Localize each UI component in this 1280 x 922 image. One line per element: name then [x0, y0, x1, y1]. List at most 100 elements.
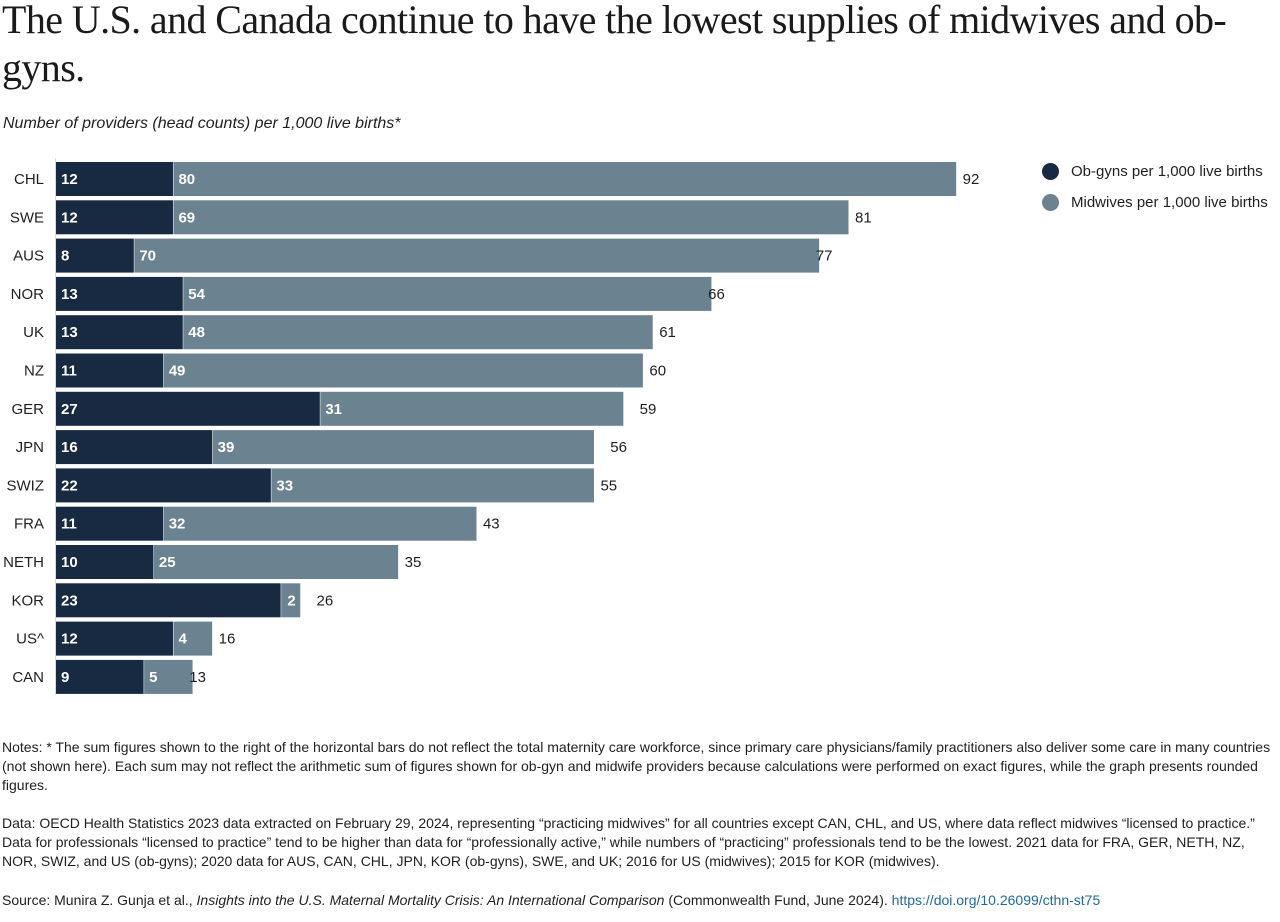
obgyn-value-label-can: 9 — [61, 669, 69, 686]
obgyn-bar-swiz — [56, 468, 271, 503]
category-label-us: US^ — [16, 631, 44, 648]
category-label-chl: CHL — [14, 171, 44, 188]
midwife-value-label-aus: 70 — [139, 248, 156, 265]
obgyn-value-label-swiz: 22 — [61, 477, 78, 494]
source-suffix: (Commonwealth Fund, June 2024). — [664, 892, 892, 908]
obgyn-value-label-aus: 8 — [61, 248, 69, 265]
midwife-value-label-uk: 48 — [188, 324, 205, 341]
category-label-fra: FRA — [14, 516, 44, 533]
obgyn-value-label-fra: 11 — [61, 516, 77, 533]
obgyn-bar-chl — [56, 162, 173, 196]
source-text: Source: Munira Z. Gunja et al., Insights… — [2, 891, 1274, 910]
obgyn-value-label-nz: 11 — [61, 363, 77, 380]
chart-title: The U.S. and Canada continue to have the… — [2, 0, 1227, 90]
midwife-value-label-chl: 80 — [178, 171, 195, 188]
midwife-value-label-swiz: 33 — [276, 477, 293, 494]
midwife-bar-nz — [163, 353, 643, 388]
midwife-bar-aus — [134, 238, 820, 273]
obgyn-bar-ger — [56, 391, 320, 426]
obgyn-value-label-jpn: 16 — [61, 439, 78, 456]
total-label-aus: 77 — [816, 248, 833, 265]
midwife-bar-ger — [320, 391, 624, 426]
midwife-bar-kor — [281, 583, 301, 618]
obgyn-value-label-ger: 27 — [61, 401, 78, 418]
obgyn-bar-jpn — [56, 430, 213, 465]
midwife-value-label-nz: 49 — [169, 363, 186, 380]
obgyn-bar-fra — [56, 506, 164, 541]
source-prefix: Source: Munira Z. Gunja et al., — [2, 892, 197, 908]
midwife-bar-chl — [173, 162, 957, 196]
midwife-value-label-neth: 25 — [159, 554, 176, 571]
total-label-nz: 60 — [649, 363, 666, 380]
obgyn-value-label-us: 12 — [61, 631, 78, 648]
category-label-swe: SWE — [10, 209, 44, 226]
legend: Ob-gyns per 1,000 live births Midwives p… — [1042, 156, 1268, 218]
obgyn-value-label-kor: 23 — [61, 592, 78, 609]
total-label-uk: 61 — [659, 324, 676, 341]
midwife-value-label-kor: 2 — [287, 592, 295, 609]
midwife-value-label-us: 4 — [178, 631, 187, 648]
category-label-neth: NETH — [3, 554, 44, 571]
obgyn-value-label-uk: 13 — [61, 324, 78, 341]
midwife-bar-can — [144, 659, 193, 694]
midwife-bar-swe — [173, 200, 849, 235]
midwife-bar-swiz — [271, 468, 594, 503]
source-doi-link[interactable]: https://doi.org/10.26099/cthn-st75 — [891, 892, 1101, 908]
total-label-can: 13 — [189, 669, 206, 686]
category-label-nor: NOR — [11, 286, 45, 303]
midwife-value-label-nor: 54 — [188, 286, 205, 303]
total-label-jpn: 56 — [610, 439, 627, 456]
obgyn-bar-nz — [56, 353, 164, 388]
category-label-can: CAN — [12, 669, 44, 686]
midwife-bar-us — [173, 621, 213, 656]
category-label-ger: GER — [11, 401, 44, 418]
total-label-us: 16 — [219, 631, 236, 648]
category-label-jpn: JPN — [16, 439, 44, 456]
total-label-neth: 35 — [405, 554, 422, 571]
midwife-bar-nor — [183, 276, 712, 311]
total-label-swe: 81 — [855, 209, 872, 226]
obgyn-value-label-chl: 12 — [61, 171, 78, 188]
total-label-fra: 43 — [483, 516, 500, 533]
obgyn-value-label-swe: 12 — [61, 209, 78, 226]
legend-item-obgyns: Ob-gyns per 1,000 live births — [1042, 156, 1268, 187]
obgyn-value-label-nor: 13 — [61, 286, 78, 303]
obgyn-bar-aus — [56, 238, 134, 273]
midwife-value-label-fra: 32 — [169, 516, 186, 533]
midwife-bar-jpn — [212, 430, 594, 465]
midwife-value-label-ger: 31 — [325, 401, 342, 418]
obgyn-bar-us — [56, 621, 173, 656]
midwife-value-label-swe: 69 — [178, 209, 195, 226]
midwife-bar-uk — [183, 315, 653, 350]
obgyn-bar-can — [56, 659, 144, 694]
obgyn-bar-kor — [56, 583, 281, 618]
midwife-value-label-jpn: 39 — [218, 439, 235, 456]
category-label-swiz: SWIZ — [7, 477, 45, 494]
legend-swatch-midwives — [1042, 194, 1059, 211]
total-label-nor: 66 — [708, 286, 725, 303]
obgyn-bar-swe — [56, 200, 173, 235]
legend-label-midwives: Midwives per 1,000 live births — [1071, 194, 1268, 211]
category-label-aus: AUS — [13, 248, 44, 265]
notes-text: Notes: * The sum figures shown to the ri… — [2, 739, 1271, 793]
category-label-kor: KOR — [11, 592, 44, 609]
category-label-uk: UK — [23, 324, 44, 341]
obgyn-bar-uk — [56, 315, 183, 350]
total-label-swiz: 55 — [600, 477, 617, 494]
midwife-bar-fra — [163, 506, 477, 541]
legend-swatch-obgyns — [1042, 163, 1059, 180]
legend-item-midwives: Midwives per 1,000 live births — [1042, 187, 1268, 218]
obgyn-bar-nor — [56, 276, 183, 311]
source-title: Insights into the U.S. Maternal Mortalit… — [196, 892, 665, 908]
obgyn-bar-neth — [56, 545, 154, 579]
obgyn-value-label-neth: 10 — [61, 554, 78, 571]
midwife-value-label-can: 5 — [149, 669, 157, 686]
total-label-kor: 26 — [317, 592, 334, 609]
category-label-nz: NZ — [24, 363, 44, 380]
chart-subtitle: Number of providers (head counts) per 1,… — [3, 115, 401, 132]
legend-label-obgyns: Ob-gyns per 1,000 live births — [1071, 163, 1263, 180]
total-label-chl: 92 — [963, 171, 980, 188]
midwife-bar-neth — [153, 545, 399, 579]
